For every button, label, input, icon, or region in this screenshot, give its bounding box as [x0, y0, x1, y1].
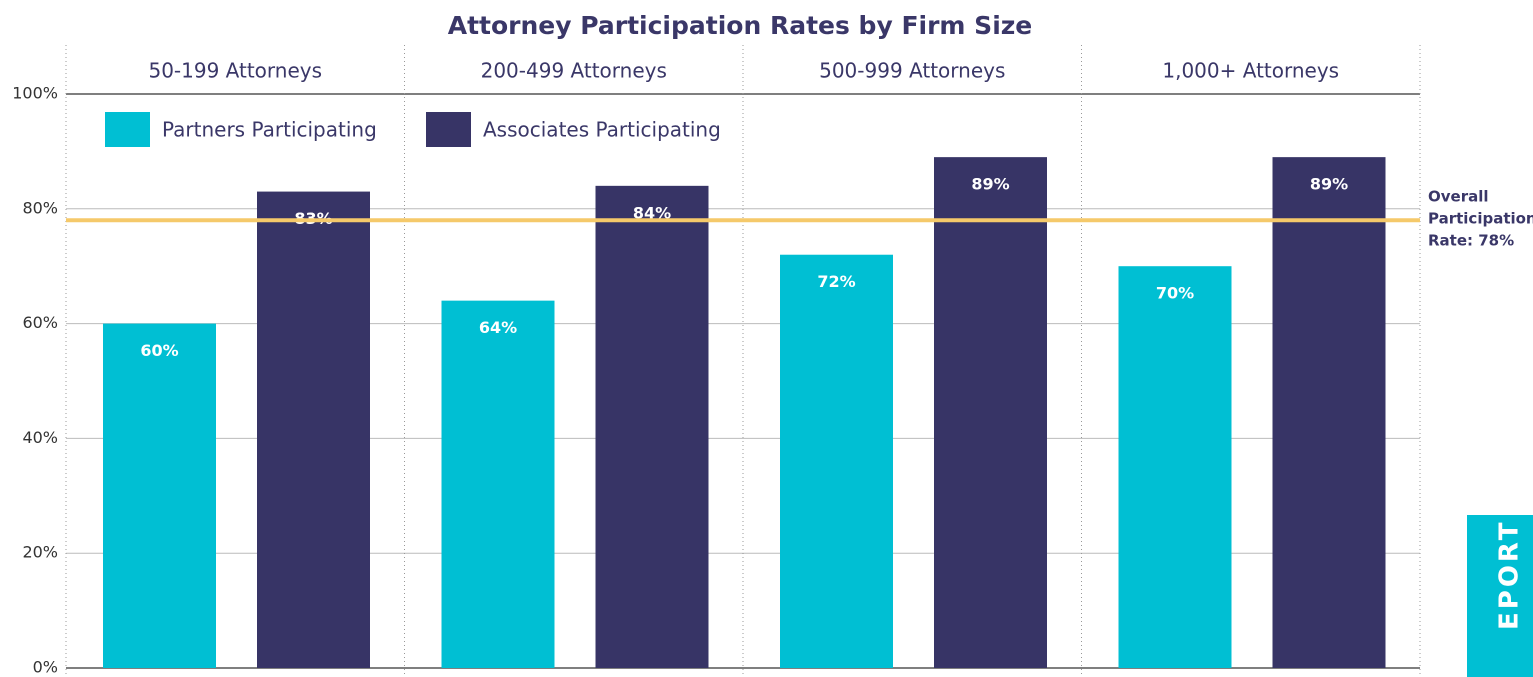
y-tick-label: 80% — [22, 198, 58, 217]
bar — [595, 185, 709, 668]
bar — [780, 254, 893, 668]
reference-label: Participation — [1428, 210, 1533, 228]
bar — [103, 323, 216, 668]
bar — [1272, 157, 1386, 668]
value-label: 64% — [479, 318, 517, 337]
category-label: 50-199 Attorneys — [148, 59, 322, 83]
value-label: 89% — [971, 175, 1009, 194]
bar — [257, 191, 370, 668]
y-tick-label: 20% — [22, 543, 58, 562]
bar — [441, 300, 555, 668]
side-tab — [1467, 515, 1533, 677]
chart-title: Attorney Participation Rates by Firm Siz… — [448, 11, 1033, 40]
value-label: 89% — [1310, 175, 1348, 194]
legend-swatch — [426, 112, 471, 147]
legend-label: Associates Participating — [483, 118, 721, 142]
bar — [1118, 266, 1232, 668]
bar — [934, 157, 1047, 668]
legend-swatch — [105, 112, 150, 147]
value-label: 84% — [633, 203, 671, 222]
value-label: 60% — [140, 341, 178, 360]
y-tick-label: 60% — [22, 313, 58, 332]
value-label: 72% — [817, 272, 855, 291]
reference-label: Overall — [1428, 188, 1489, 206]
value-label: 70% — [1156, 284, 1194, 303]
y-tick-label: 0% — [33, 658, 58, 677]
reference-label: Rate: 78% — [1428, 232, 1514, 250]
legend-label: Partners Participating — [162, 118, 377, 142]
category-label: 500-999 Attorneys — [819, 59, 1005, 83]
side-tab-text: EPORT — [1495, 519, 1525, 630]
category-label: 1,000+ Attorneys — [1162, 59, 1339, 83]
y-tick-label: 100% — [12, 84, 58, 103]
category-label: 200-499 Attorneys — [481, 59, 667, 83]
y-tick-label: 40% — [22, 428, 58, 447]
